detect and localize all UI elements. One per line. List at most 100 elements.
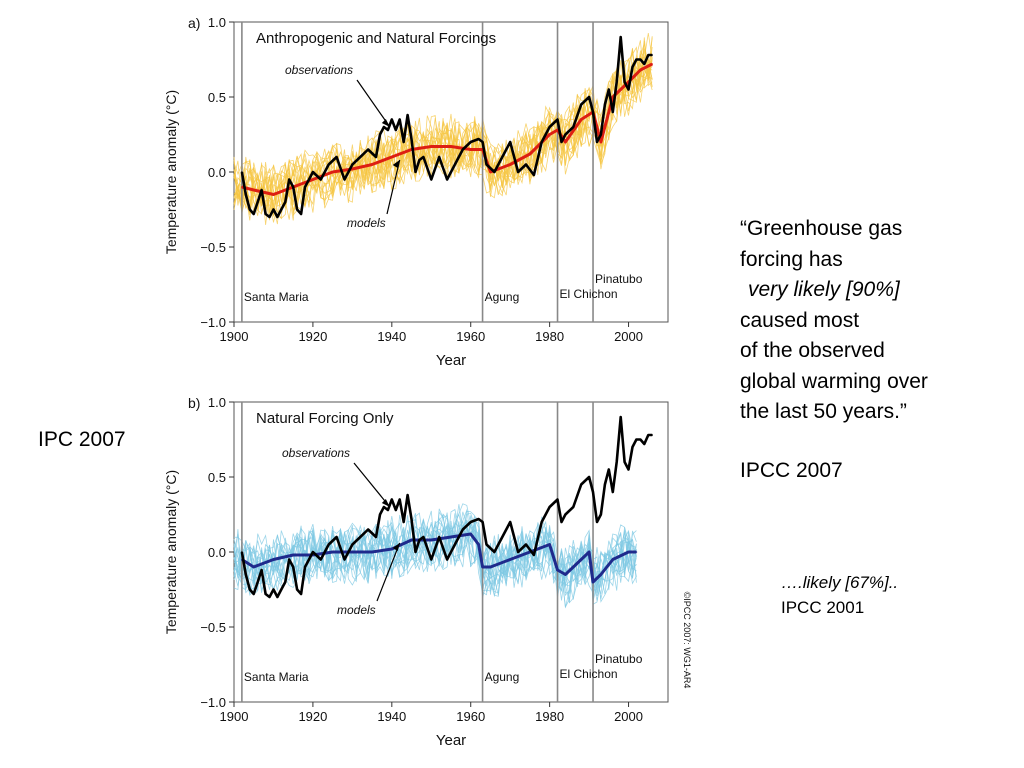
observations-point (639, 438, 642, 441)
observations-point (272, 588, 275, 591)
observations-point (580, 103, 582, 106)
x-axis-label: Year (436, 352, 466, 369)
quote-line4: caused most (740, 308, 860, 332)
models-point (430, 539, 433, 541)
y-tick-label: −0.5 (200, 620, 226, 635)
eruption-label: Agung (485, 290, 520, 304)
observations-point (485, 163, 488, 166)
observations-point (391, 118, 393, 121)
observations-point (481, 141, 484, 143)
models-point (331, 551, 334, 553)
observations-point (517, 171, 519, 173)
observations-point (312, 551, 314, 553)
observations-point (296, 588, 298, 591)
observations-point (256, 581, 259, 583)
models-point (611, 558, 614, 561)
observations-point (379, 133, 381, 136)
observations-point (627, 468, 630, 471)
observations-point (292, 566, 294, 568)
observations-point (430, 178, 433, 181)
observations-point (375, 536, 377, 538)
observations-point (600, 513, 602, 516)
models-arrowhead (392, 543, 400, 551)
observations-point (509, 141, 511, 143)
observations-point (418, 539, 421, 541)
observations-point (477, 518, 480, 520)
copyright-note: ©IPCC 2007: WG1-AR4 (682, 592, 692, 689)
observations-point (391, 498, 393, 501)
models-point (450, 536, 452, 538)
observations-point (560, 521, 563, 523)
observations-point (296, 208, 298, 211)
models-point (580, 118, 582, 121)
models-arrowhead (392, 160, 400, 168)
observations-point (446, 178, 448, 181)
observations-point (592, 491, 594, 493)
observations-point (241, 171, 243, 173)
models-point (509, 163, 511, 166)
models-point (410, 539, 413, 541)
observations-point (533, 174, 535, 176)
models-point (564, 141, 567, 143)
models-annotation: models (337, 603, 376, 617)
observations-point (600, 133, 602, 136)
observations-point (481, 521, 484, 523)
models-point (651, 63, 654, 65)
observations-point (635, 58, 638, 61)
chart-title: Anthropogenic and Natural Forcings (256, 30, 496, 47)
observations-point (264, 593, 267, 595)
observations-point (623, 461, 626, 463)
observations-point (252, 593, 255, 595)
observations-point (422, 156, 425, 158)
observations-point (367, 528, 369, 531)
observations-point (288, 178, 291, 181)
quote-line7: the last 50 years.” (740, 397, 928, 428)
y-axis-label: Temperature anomaly (°C) (163, 90, 179, 254)
observations-point (406, 494, 409, 496)
observations-point (268, 216, 271, 218)
observations-point (343, 178, 346, 181)
observations-point (414, 551, 417, 553)
observations-arrow (356, 79, 391, 128)
models-point (371, 551, 373, 553)
x-tick-label: 2000 (614, 709, 643, 724)
observations-point (517, 551, 519, 553)
observations-arrowhead (381, 119, 390, 127)
observations-point (410, 518, 413, 520)
observations-point (572, 126, 575, 128)
observations-point (501, 156, 504, 158)
observations-point (292, 186, 294, 188)
observations-point (359, 536, 362, 538)
observations-point (525, 163, 527, 166)
observations-point (252, 213, 255, 215)
x-tick-label: 1920 (298, 709, 327, 724)
models-point (481, 566, 484, 568)
observations-point (359, 156, 362, 158)
y-axis-label: Temperature anomaly (°C) (163, 470, 179, 634)
observations-point (304, 186, 306, 188)
observations-point (241, 551, 243, 553)
observations-point (548, 126, 551, 128)
observations-point (647, 54, 650, 56)
observations-point (375, 156, 377, 158)
observations-point (619, 416, 622, 418)
eruption-label: Agung (485, 670, 520, 684)
observations-point (604, 483, 606, 486)
models-point (351, 551, 354, 553)
observations-point (245, 193, 247, 196)
observations-point (276, 596, 279, 598)
observations-point (288, 558, 291, 561)
models-point (592, 581, 594, 583)
models-arrow (386, 159, 401, 215)
models-point (371, 163, 373, 166)
observations-point (592, 111, 594, 113)
observations-point (260, 189, 263, 191)
model-ensemble-run (233, 525, 637, 603)
models-point (469, 533, 472, 535)
observations-point (635, 438, 638, 441)
x-tick-label: 2000 (614, 329, 643, 344)
observations-point (414, 171, 417, 173)
observations-point (560, 141, 563, 143)
y-tick-label: −1.0 (200, 315, 226, 330)
quote-emphasis: very likely [90%] (748, 278, 900, 301)
